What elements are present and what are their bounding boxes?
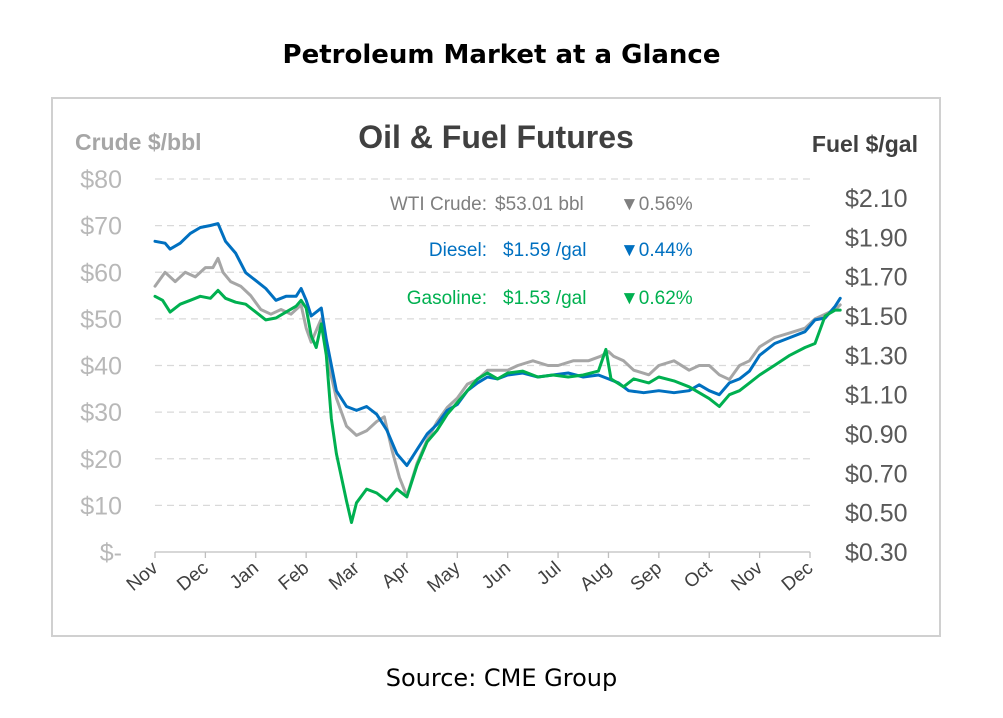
series-layer [153, 222, 842, 524]
right-tick-label: $0.70 [845, 460, 908, 488]
annotation-value: $53.01 bbl [495, 194, 584, 215]
x-tick-label: Dec [778, 558, 817, 596]
annotation-value: $1.53 /gal [503, 288, 586, 309]
x-tick-label: Dec [173, 558, 212, 596]
page-title: Petroleum Market at a Glance [282, 40, 721, 70]
x-axis-ticks: Nov Dec Jan Feb Mar Apr May Jun Jul Aug Sep Oct Nov D… [123, 552, 817, 597]
left-tick-label: $60 [80, 259, 122, 287]
annotation-label: Diesel: [429, 240, 487, 261]
x-tick-label: Apr [378, 557, 415, 593]
left-tick-label: $20 [80, 446, 122, 474]
annotation-value: $1.59 /gal [503, 240, 586, 261]
x-tick-label: Jul [533, 558, 565, 590]
left-axis-label: Crude $/bbl [75, 129, 202, 155]
x-tick-label: Sep [627, 558, 666, 596]
grid-layer [155, 178, 810, 553]
right-tick-label: $0.50 [845, 500, 908, 528]
x-tick-label: Mar [325, 557, 364, 595]
x-tick-label: Jun [478, 558, 515, 594]
x-tick-label: Feb [275, 558, 314, 595]
left-tick-label: $30 [80, 399, 122, 427]
right-tick-label: $1.30 [845, 342, 908, 370]
right-tick-label: $0.90 [845, 421, 908, 449]
left-tick-label: $40 [80, 353, 122, 381]
left-tick-label: $- [100, 539, 122, 567]
annotation-change: ▼0.56% [620, 194, 693, 215]
left-axis-ticks: $- $10 $20 $30 $40 $50 $60 $70 $80 [80, 166, 122, 567]
x-tick-label: Oct [680, 557, 717, 593]
series-line-diesel [153, 222, 842, 467]
left-tick-label: $70 [80, 213, 122, 241]
x-tick-label: Jan [226, 558, 263, 594]
left-tick-label: $10 [80, 492, 122, 520]
annotation-label: WTI Crude: [390, 194, 487, 215]
right-tick-label: $1.10 [845, 382, 908, 410]
right-tick-label: $1.50 [845, 303, 908, 331]
left-tick-label: $80 [80, 166, 122, 194]
annotation-change: ▼0.62% [620, 288, 693, 309]
series-line-wti-crude [153, 256, 842, 498]
x-tick-label: Aug [576, 558, 615, 596]
source-note: Source: CME Group [385, 664, 618, 692]
right-axis-label: Fuel $/gal [812, 131, 918, 157]
x-tick-label: Nov [123, 557, 163, 595]
legend-annotations: WTI Crude: $53.01 bbl ▼0.56% Diesel: $1.59 /… [390, 194, 693, 309]
x-tick-label: Nov [727, 557, 767, 595]
left-tick-label: $50 [80, 306, 122, 334]
right-tick-label: $0.30 [845, 539, 908, 567]
right-tick-label: $2.10 [845, 185, 908, 213]
right-tick-label: $1.70 [845, 264, 908, 292]
chart-frame [51, 97, 941, 637]
series-line-gasoline [153, 288, 842, 524]
right-axis-ticks: $0.30 $0.50 $0.70 $0.90 $1.10 $1.30 $1.50 $1.70… [845, 185, 908, 567]
x-tick-label: May [424, 557, 465, 596]
annotation-label: Gasoline: [407, 288, 487, 309]
annotation-change: ▼0.44% [620, 240, 693, 261]
chart-title: Oil & Fuel Futures [358, 119, 634, 155]
right-tick-label: $1.90 [845, 224, 908, 252]
